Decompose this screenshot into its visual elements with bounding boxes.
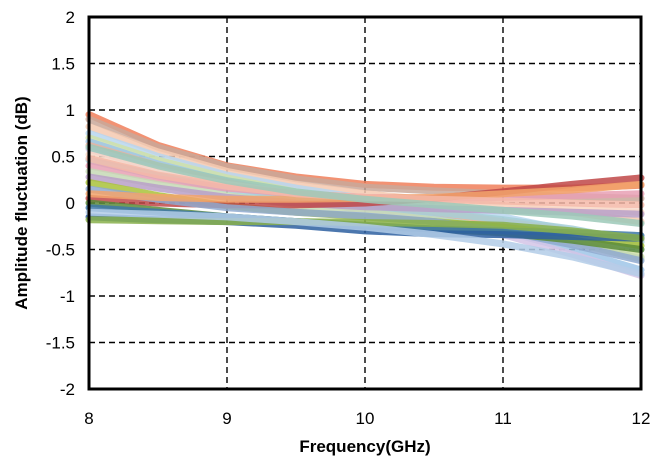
series-line <box>85 216 645 242</box>
x-axis-label: Frequency(GHz) <box>299 437 430 456</box>
y-tick-label: 2 <box>66 8 75 27</box>
y-tick-label: -1 <box>60 287 75 306</box>
y-tick-label: 1 <box>66 101 75 120</box>
x-tick-label: 9 <box>222 409 231 428</box>
y-tick-label: 1.5 <box>51 55 75 74</box>
y-tick-label: 0.5 <box>51 148 75 167</box>
x-tick-label: 8 <box>84 409 93 428</box>
y-tick-label: -0.5 <box>46 241 75 260</box>
y-axis-label: Amplitude fluctuation (dB) <box>12 96 31 309</box>
x-tick-label: 10 <box>356 409 375 428</box>
y-tick-labels: 2 1.5 1 0.5 0 -0.5 -1 -1.5 -2 <box>46 8 75 399</box>
series-line <box>85 143 645 227</box>
y-tick-label: -2 <box>60 380 75 399</box>
series-group <box>85 111 645 279</box>
y-tick-label: -1.5 <box>46 334 75 353</box>
series-line <box>85 208 645 278</box>
x-tick-label: 11 <box>494 409 512 428</box>
x-tick-label: 12 <box>632 409 651 428</box>
plot-frame <box>87 15 643 391</box>
y-tick-label: 0 <box>66 194 75 213</box>
x-tick-labels: 8 9 10 11 12 <box>84 409 650 428</box>
